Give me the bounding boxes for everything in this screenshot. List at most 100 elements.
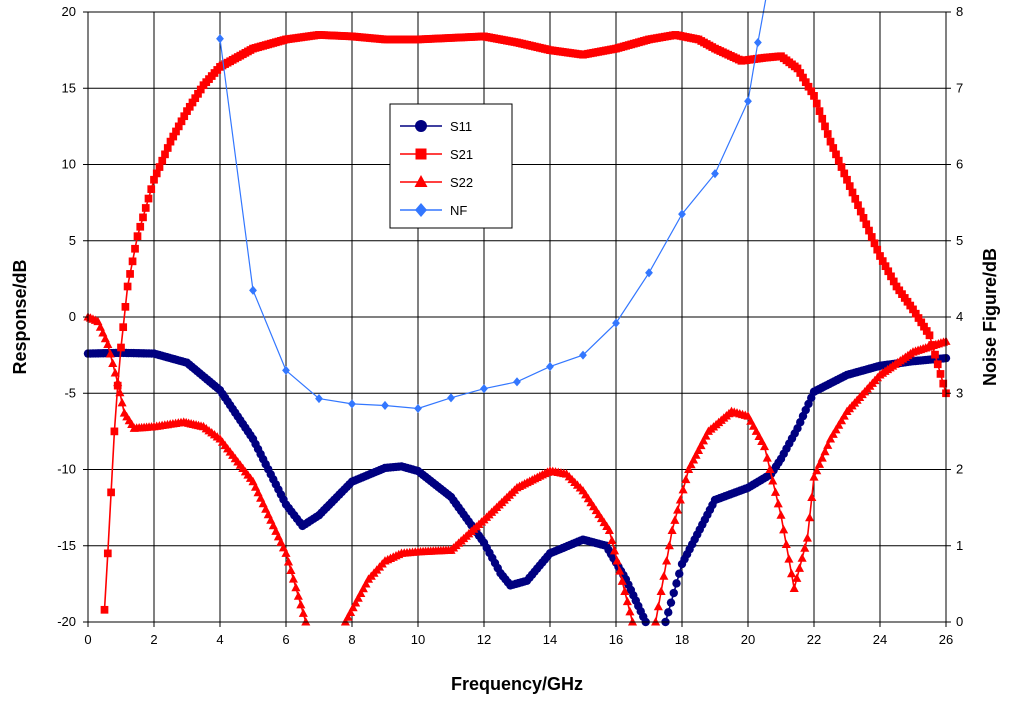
data-point-s21: [174, 122, 183, 131]
data-point-s21: [131, 244, 139, 253]
data-point-s21: [939, 379, 948, 388]
data-point-s21: [837, 163, 846, 171]
data-point-s22: [113, 377, 123, 387]
data-point-s22: [664, 540, 674, 550]
data-point-nf: [282, 365, 290, 375]
y-axis-title: Response/dB: [10, 259, 30, 374]
x-tick-label: 4: [216, 632, 223, 647]
x-axis-title: Frequency/GHz: [451, 674, 583, 694]
data-point-s22: [615, 566, 625, 575]
data-point-s21: [818, 114, 827, 123]
data-point-s22: [281, 548, 291, 557]
x-axis-ticks: 0 2 4 6 8 10 12 14 16 18 20 22 24 26: [84, 622, 953, 647]
y2-tick-label: 8: [956, 4, 963, 19]
y-axis-ticks: -20 -15 -10 -5 0 5 10 15 20: [57, 4, 88, 629]
data-point-s21: [810, 92, 818, 100]
x-tick-label: 6: [282, 632, 289, 647]
data-point-s22: [675, 495, 685, 504]
data-point-s21: [936, 370, 945, 378]
data-point-s21: [821, 122, 829, 131]
legend-marker-nf: [415, 203, 427, 217]
data-point-s22: [689, 455, 699, 464]
data-point-s11: [672, 579, 681, 588]
data-point-s22: [825, 434, 836, 443]
y2-tick-label: 7: [956, 80, 963, 95]
data-point-s22: [768, 476, 778, 485]
data-point-s21: [909, 305, 917, 314]
data-point-nf: [216, 34, 224, 44]
data-point-s21: [180, 112, 189, 121]
data-point-nf: [754, 37, 762, 48]
data-point-s21: [865, 226, 873, 235]
data-point-s21: [139, 213, 147, 222]
data-point-s22: [686, 459, 696, 469]
data-point-s22: [291, 582, 301, 592]
legend-label-s21: S21: [450, 147, 473, 162]
data-point-s22: [361, 579, 371, 588]
data-point-s22: [358, 583, 368, 593]
data-point-s21: [172, 127, 180, 136]
data-point-s22: [814, 459, 825, 468]
y2-tick-label: 1: [956, 538, 963, 553]
series-s11: [83, 348, 951, 627]
data-point-s21: [147, 185, 156, 194]
data-point-s22: [293, 591, 303, 600]
data-point-s22: [698, 436, 708, 445]
y2-tick-label: 3: [956, 385, 963, 400]
data-point-s21: [851, 194, 860, 203]
data-point-s21: [870, 239, 879, 248]
data-point-s21: [922, 327, 931, 335]
data-point-s22: [343, 612, 353, 621]
data-point-s22: [820, 446, 830, 456]
y-tick-label: 20: [62, 4, 76, 19]
data-point-s21: [815, 107, 824, 115]
series-nf: [216, 0, 767, 414]
data-point-nf: [579, 350, 587, 360]
legend-marker-s22: [414, 175, 428, 187]
data-point-s22: [670, 515, 680, 524]
data-point-s22: [103, 339, 113, 348]
data-point-s21: [100, 605, 109, 614]
data-point-s22: [617, 576, 627, 585]
data-point-s21: [917, 318, 926, 327]
data-point-s21: [163, 144, 172, 152]
data-point-s22: [356, 588, 366, 598]
data-point-nf: [744, 96, 752, 106]
data-point-s21: [867, 233, 876, 241]
data-point-s22: [667, 525, 677, 534]
y-tick-label: 15: [62, 80, 76, 95]
data-point-s21: [887, 272, 895, 281]
y2-axis-title: Noise Figure/dB: [980, 248, 1000, 386]
data-point-s21: [925, 331, 934, 340]
data-point-s21: [166, 137, 175, 146]
data-point-s22: [792, 573, 802, 582]
x-tick-label: 12: [477, 632, 491, 647]
data-point-s21: [807, 87, 816, 96]
data-point-s22: [759, 441, 770, 451]
data-point-s22: [770, 487, 781, 496]
data-point-s22: [812, 465, 822, 475]
data-point-s21: [136, 222, 145, 231]
legend-box: [389, 103, 513, 229]
x-tick-label: 2: [150, 632, 157, 647]
data-point-s22: [351, 598, 361, 607]
data-point-s21: [133, 232, 142, 241]
data-point-s21: [823, 130, 832, 138]
y2-tick-label: 0: [956, 614, 963, 629]
data-point-s22: [301, 617, 311, 626]
data-point-s22: [691, 450, 701, 459]
data-point-s21: [121, 302, 130, 311]
data-point-s22: [696, 440, 706, 450]
data-point-s21: [194, 89, 202, 98]
y-tick-label: 5: [69, 233, 76, 248]
data-point-s22: [836, 415, 847, 425]
series-s22: [83, 312, 951, 626]
data-point-s21: [161, 150, 169, 159]
data-point-s21: [801, 78, 810, 86]
data-point-s21: [859, 214, 868, 222]
data-point-s21: [158, 156, 167, 165]
y2-tick-label: 2: [956, 462, 963, 477]
y-tick-label: -5: [64, 385, 76, 400]
data-point-s21: [829, 144, 838, 152]
